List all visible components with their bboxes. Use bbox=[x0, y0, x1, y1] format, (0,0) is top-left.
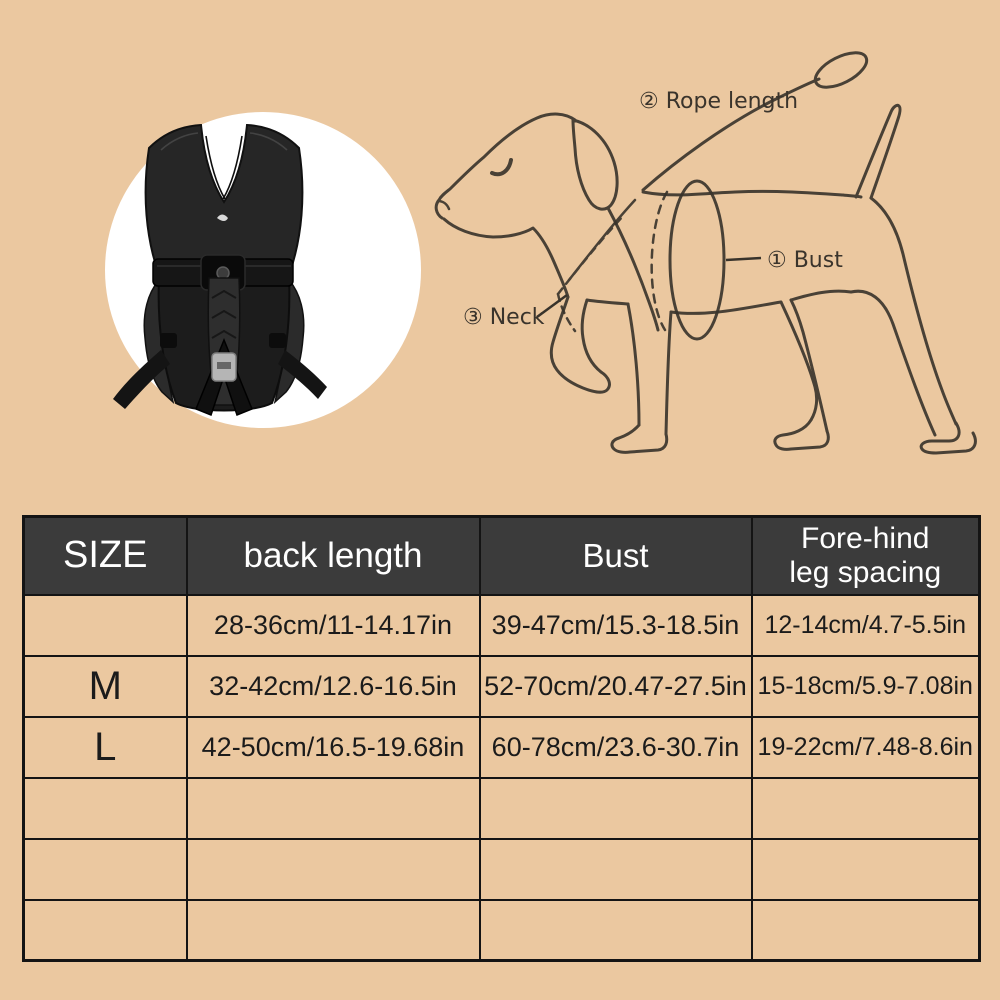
harness-girth-dashed bbox=[650, 190, 669, 332]
table-row-l: L 42-50cm/16.5-19.68in 60-78cm/23.6-30.7… bbox=[22, 715, 981, 779]
backpack-left-buckle bbox=[160, 333, 177, 348]
header-leg-spacing: Fore-hind leg spacing bbox=[750, 515, 981, 596]
dog-belly bbox=[669, 300, 783, 315]
product-photo bbox=[105, 112, 421, 428]
table-row-s: 28-36cm/11-14.17in 39-47cm/15.3-18.5in 1… bbox=[22, 593, 981, 657]
backpack-left-strap-tail bbox=[113, 350, 170, 409]
bust-label: ① Bust bbox=[767, 248, 843, 273]
cell-size bbox=[22, 837, 188, 901]
cell-size bbox=[22, 593, 188, 657]
dog-carrier-backpack-illustration bbox=[113, 123, 327, 416]
table-row-m: M 32-42cm/12.6-16.5in 52-70cm/20.47-27.5… bbox=[22, 654, 981, 718]
dog-eye bbox=[490, 158, 513, 177]
dog-tail bbox=[854, 103, 902, 200]
harness-bust-ellipse bbox=[668, 179, 726, 341]
cell-bust: 60-78cm/23.6-30.7in bbox=[478, 715, 753, 779]
backpack-right-strap-tail bbox=[278, 350, 327, 399]
table-row-empty-1 bbox=[22, 776, 981, 840]
dog-head-outline bbox=[434, 112, 577, 220]
cell-bust bbox=[478, 837, 753, 901]
cell-back-length bbox=[185, 776, 481, 840]
cell-bust bbox=[478, 776, 753, 840]
bust-leader-line bbox=[725, 256, 762, 262]
dog-back bbox=[641, 189, 863, 199]
backpack-straps bbox=[144, 123, 304, 276]
cell-leg-spacing bbox=[750, 898, 981, 962]
leash-handle bbox=[813, 51, 869, 89]
header-size: SIZE bbox=[22, 515, 188, 596]
table-row-empty-2 bbox=[22, 837, 981, 901]
cell-leg-spacing: 19-22cm/7.48-8.6in bbox=[750, 715, 981, 779]
table-row-empty-3 bbox=[22, 898, 981, 962]
backpack-right-buckle bbox=[269, 333, 286, 348]
cell-back-length: 42-50cm/16.5-19.68in bbox=[185, 715, 481, 779]
dog-jaw bbox=[442, 217, 570, 299]
neck-leader-line bbox=[536, 293, 568, 319]
cell-back-length bbox=[185, 898, 481, 962]
dog-measurement-diagram: ② Rope length ① Bust ③ Neck bbox=[415, 40, 990, 485]
size-table: SIZE back length Bust Fore-hind leg spac… bbox=[22, 515, 981, 962]
dog-raised-leg bbox=[549, 295, 611, 394]
backpack-logo bbox=[217, 214, 228, 221]
cell-size bbox=[22, 898, 188, 962]
rope-length-label: ② Rope length bbox=[639, 89, 798, 114]
header-bust: Bust bbox=[478, 515, 753, 596]
cell-back-length bbox=[185, 837, 481, 901]
dog-ear bbox=[571, 118, 619, 211]
cell-size bbox=[22, 776, 188, 840]
cell-back-length: 32-42cm/12.6-16.5in bbox=[185, 654, 481, 718]
cell-bust: 52-70cm/20.47-27.5in bbox=[478, 654, 753, 718]
header-back-length: back length bbox=[185, 515, 481, 596]
cell-size: M bbox=[22, 654, 188, 718]
cell-bust bbox=[478, 898, 753, 962]
cell-bust: 39-47cm/15.3-18.5in bbox=[478, 593, 753, 657]
cell-leg-spacing: 12-14cm/4.7-5.5in bbox=[750, 593, 981, 657]
size-table-header-row: SIZE back length Bust Fore-hind leg spac… bbox=[22, 515, 981, 596]
cell-leg-spacing: 15-18cm/5.9-7.08in bbox=[750, 654, 981, 718]
cell-leg-spacing bbox=[750, 776, 981, 840]
neck-label: ③ Neck bbox=[463, 305, 545, 330]
cell-leg-spacing bbox=[750, 837, 981, 901]
leash-rope bbox=[641, 77, 821, 192]
cell-back-length: 28-36cm/11-14.17in bbox=[185, 593, 481, 657]
cell-size: L bbox=[22, 715, 188, 779]
